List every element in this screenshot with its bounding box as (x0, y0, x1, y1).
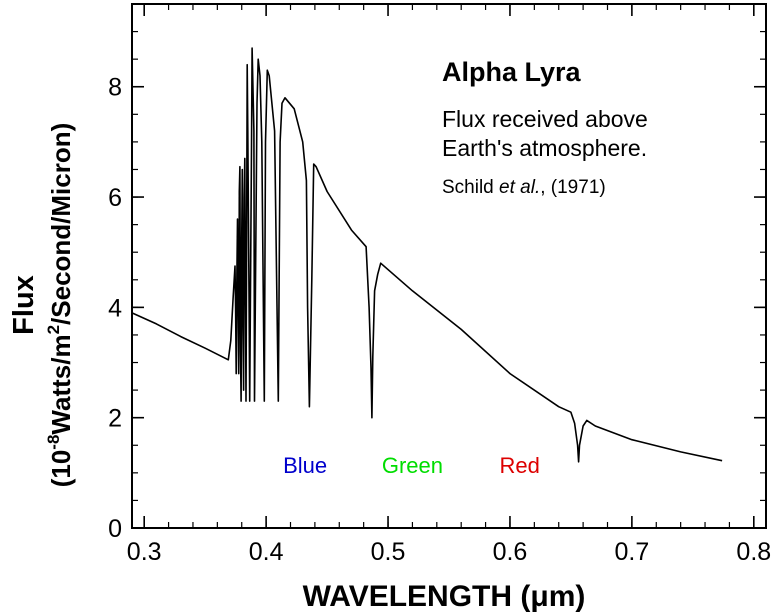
subtitle-line-2: Earth's atmosphere. (442, 135, 647, 161)
x-tick-label: 0.5 (371, 538, 406, 566)
x-tick-label: 0.4 (249, 538, 284, 566)
y-tick-label: 6 (108, 184, 122, 212)
x-tick-label: 0.3 (127, 538, 162, 566)
subtitle-line-1: Flux received above (442, 106, 648, 132)
y-tick-label: 2 (108, 405, 122, 433)
y-tick-label: 0 (108, 515, 122, 543)
citation: Schild et al., (1971) (442, 177, 606, 198)
x-axis-title: WAVELENGTH (μm) (303, 580, 586, 613)
y-tick-label: 8 (108, 74, 122, 102)
band-label-blue: Blue (283, 453, 327, 478)
x-tick-label: 0.7 (615, 538, 650, 566)
y-axis-title-line-1: Flux (8, 275, 40, 335)
spectrum-line (131, 47, 723, 463)
chart-title: Alpha Lyra (442, 57, 582, 87)
y-axis-title-line-2: (10-8Watts/m2/Second/Micron) (44, 123, 76, 488)
x-tick-label: 0.6 (493, 538, 528, 566)
band-label-green: Green (382, 453, 443, 478)
plot-frame (131, 3, 767, 529)
band-label-red: Red (500, 453, 540, 478)
x-tick-label: 0.8 (736, 538, 771, 566)
y-tick-label: 4 (108, 294, 122, 322)
